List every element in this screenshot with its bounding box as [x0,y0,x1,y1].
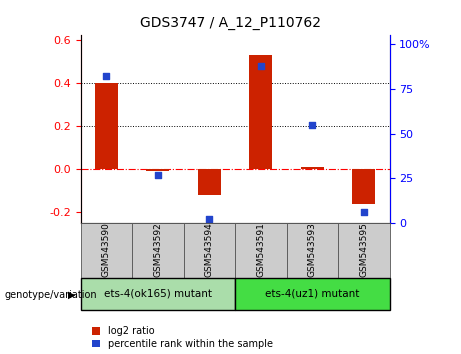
Bar [132,223,183,278]
Text: GSM543595: GSM543595 [359,222,368,277]
Bar [198,169,221,195]
Point [206,217,213,222]
Point [257,63,265,69]
Bar [81,278,235,310]
Bar [235,278,390,310]
Legend: log2 ratio, percentile rank within the sample: log2 ratio, percentile rank within the s… [93,326,273,349]
Bar [301,167,324,169]
Text: ets-4(ok165) mutant: ets-4(ok165) mutant [104,289,212,299]
Text: genotype/variation: genotype/variation [5,290,97,299]
Text: ▶: ▶ [68,290,75,299]
Point [360,210,367,215]
Bar [287,223,338,278]
Text: GSM543590: GSM543590 [102,222,111,277]
Bar [338,223,390,278]
Text: GSM543591: GSM543591 [256,222,266,277]
Bar [81,223,132,278]
Bar [352,169,375,204]
Bar [249,55,272,169]
Bar [95,83,118,169]
Bar [235,223,287,278]
Point [103,74,110,79]
Text: GSM543592: GSM543592 [154,222,162,277]
Text: GDS3747 / A_12_P110762: GDS3747 / A_12_P110762 [140,16,321,30]
Text: GSM543594: GSM543594 [205,222,214,277]
Point [154,172,161,178]
Bar [183,223,235,278]
Text: ets-4(uz1) mutant: ets-4(uz1) mutant [265,289,360,299]
Point [308,122,316,127]
Text: GSM543593: GSM543593 [308,222,317,277]
Bar [146,169,170,171]
